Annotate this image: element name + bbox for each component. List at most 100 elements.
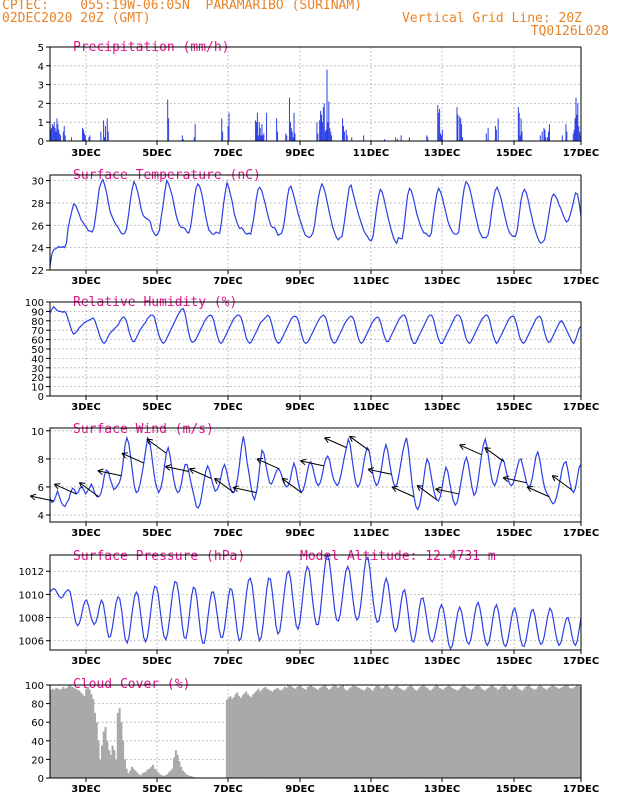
precip-ytick-label: 0: [38, 137, 44, 148]
cloud-column: [266, 688, 269, 778]
cloud-column: [71, 686, 74, 778]
wind-arrow: [79, 482, 100, 498]
precip-bar: [328, 101, 330, 141]
cloud-column: [354, 685, 357, 778]
cloud-column: [575, 685, 578, 778]
cloud-column: [526, 685, 529, 778]
precip-bar: [495, 129, 497, 141]
precip-bar: [573, 129, 575, 141]
cloud-column: [459, 687, 462, 778]
precip-bar: [400, 135, 402, 141]
precip-bar: [292, 137, 294, 141]
temp-xtick-label: 7DEC: [213, 276, 242, 287]
precip-bar: [565, 124, 567, 141]
pressure-title: Surface Pressure (hPa): [73, 549, 245, 564]
cloud-column: [299, 685, 302, 778]
pressure-xtick-label: 11DEC: [353, 656, 389, 667]
cloud-column: [136, 772, 139, 778]
cloud-column: [412, 687, 415, 778]
pressure-ytick-label: 1010: [19, 590, 44, 601]
temp-ytick-label: 26: [31, 221, 44, 232]
cloud-column: [398, 687, 401, 778]
precip-bar: [517, 107, 519, 141]
precip-bar: [255, 122, 257, 141]
rh-panel: Relative Humidity (%)0102030405060708090…: [25, 295, 599, 413]
wind-arrow: [459, 444, 482, 456]
cloud-column: [549, 686, 552, 778]
cloud-column: [420, 685, 424, 778]
cloud-column: [157, 772, 160, 778]
cloud-ytick-label: 100: [25, 681, 44, 692]
cloud-column: [477, 685, 480, 778]
precip-bar: [579, 131, 581, 141]
cloud-column: [141, 773, 144, 778]
cloud-column: [408, 685, 411, 778]
precip-bar: [520, 118, 522, 141]
cloud-column: [456, 690, 459, 778]
precip-bar: [395, 137, 397, 141]
cloud-column: [424, 686, 427, 778]
pressure-panel: Surface Pressure (hPa) Model Altitude: 12…: [19, 549, 600, 667]
cloud-column: [450, 687, 453, 778]
cloud-column: [301, 687, 304, 778]
precip-bar: [323, 103, 325, 141]
cloud-column: [64, 688, 67, 778]
rh-ytick-label: 0: [38, 392, 44, 403]
wind-arrow-head: [367, 467, 374, 474]
rh-ytick-label: 20: [31, 373, 44, 384]
precip-bar: [545, 137, 547, 141]
cloud-column: [100, 745, 104, 778]
precip-bar: [103, 120, 105, 141]
cloud-column: [169, 770, 172, 778]
cloud-column: [246, 694, 249, 778]
precip-bar: [561, 135, 563, 141]
cloud-xtick-label: 13DEC: [424, 784, 460, 795]
cloud-column: [95, 722, 98, 778]
rh-ytick-label: 60: [31, 336, 44, 347]
wind-arrow: [349, 435, 370, 451]
cloud-column: [403, 690, 406, 778]
cloud-column: [248, 696, 251, 778]
precip-bar: [221, 118, 223, 141]
cloud-column: [238, 696, 241, 778]
cloud-column: [380, 688, 383, 778]
cloud-column: [50, 689, 53, 778]
cloud-column: [419, 686, 422, 778]
cloud-column: [413, 689, 417, 778]
precip-xtick-label: 15DEC: [496, 148, 532, 159]
precip-bar: [316, 122, 318, 141]
precip-bar: [64, 135, 66, 141]
precip-bar: [460, 118, 462, 141]
temp-frame: [49, 174, 582, 271]
pressure-ytick-label: 1012: [19, 567, 44, 578]
rh-series-line: [49, 305, 582, 345]
pressure-xtick-label: 5DEC: [142, 656, 171, 667]
cloud-column: [579, 686, 582, 778]
cloud-column: [227, 698, 230, 778]
cloud-column: [463, 685, 466, 778]
cloud-column: [528, 685, 531, 778]
precip-bar: [88, 137, 90, 141]
cloud-column: [185, 774, 188, 778]
precip-bar: [83, 133, 85, 141]
cloud-column: [521, 690, 524, 778]
cloud-column: [498, 688, 501, 778]
wind-arrow: [300, 460, 325, 467]
rh-ytick-label: 40: [31, 354, 44, 365]
pressure-xtick-label: 15DEC: [496, 656, 532, 667]
cloud-column: [76, 689, 79, 778]
cloud-column: [290, 686, 293, 778]
precip-bar: [459, 116, 461, 141]
cloud-column: [90, 694, 93, 778]
precip-ytick-label: 1: [38, 118, 44, 129]
cloud-column: [479, 686, 482, 778]
cloud-column: [422, 685, 425, 778]
temp-xtick-label: 11DEC: [353, 276, 389, 287]
cloud-xtick-label: 3DEC: [71, 784, 100, 795]
precip-bar: [286, 135, 288, 141]
temp-xtick-label: 17DEC: [563, 276, 599, 287]
cloud-column: [572, 687, 575, 778]
rh-xtick-label: 9DEC: [285, 402, 314, 413]
cloud-column: [278, 689, 281, 778]
